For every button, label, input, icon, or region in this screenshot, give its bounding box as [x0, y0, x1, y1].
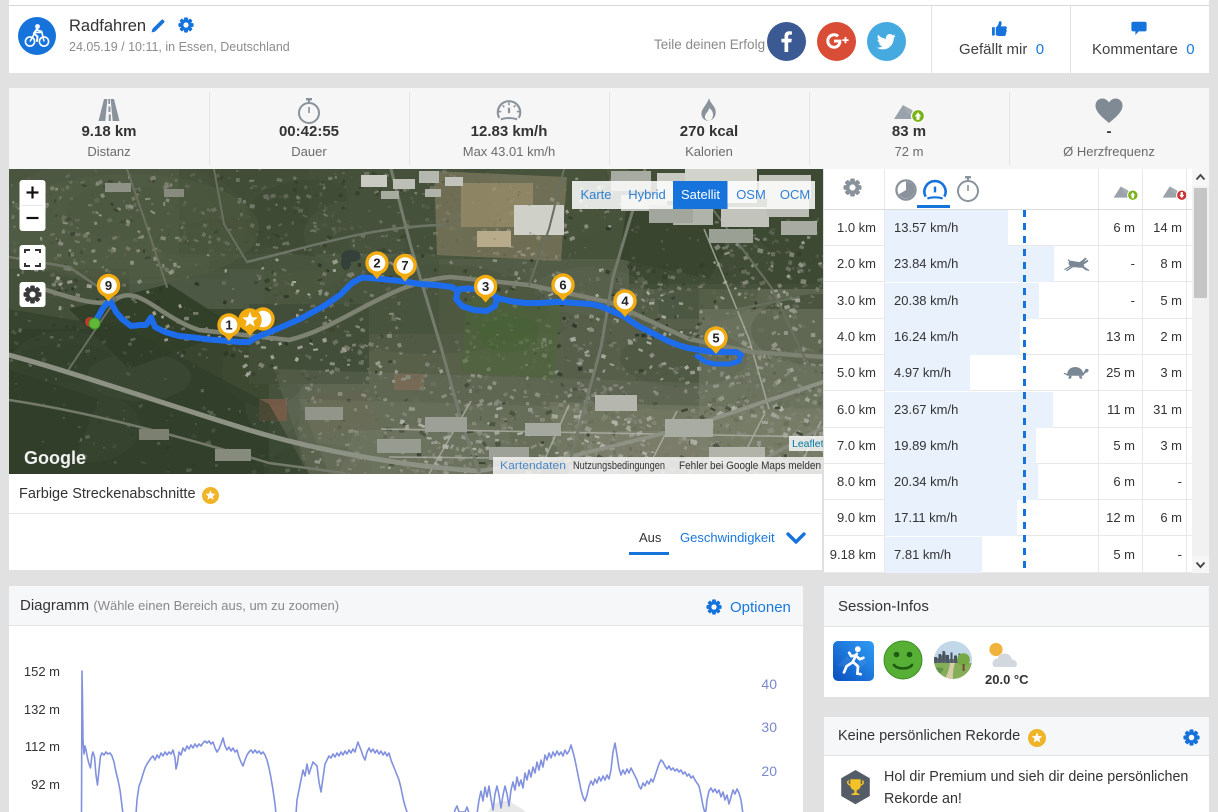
svg-text:1: 1 — [225, 318, 232, 333]
svg-text:9: 9 — [105, 278, 112, 293]
svg-text:6: 6 — [559, 278, 566, 293]
svg-text:Kartendaten: Kartendaten — [500, 460, 566, 472]
svg-text:Hybrid: Hybrid — [628, 187, 666, 202]
svg-text:Nutzungsbedingungen: Nutzungsbedingungen — [573, 460, 665, 472]
svg-text:Leaflet: Leaflet — [792, 438, 823, 450]
svg-text:Fehler bei Google Maps melden: Fehler bei Google Maps melden — [679, 460, 821, 472]
svg-text:OSM: OSM — [736, 187, 766, 202]
svg-text:Karte: Karte — [580, 187, 611, 202]
svg-text:3: 3 — [482, 279, 489, 294]
svg-text:5: 5 — [712, 331, 719, 346]
svg-text:Google: Google — [24, 448, 86, 468]
svg-text:4: 4 — [621, 294, 629, 309]
svg-text:OCM: OCM — [780, 187, 810, 202]
svg-text:7: 7 — [401, 258, 408, 273]
svg-text:Satellit: Satellit — [681, 187, 720, 202]
svg-text:2: 2 — [373, 256, 380, 271]
